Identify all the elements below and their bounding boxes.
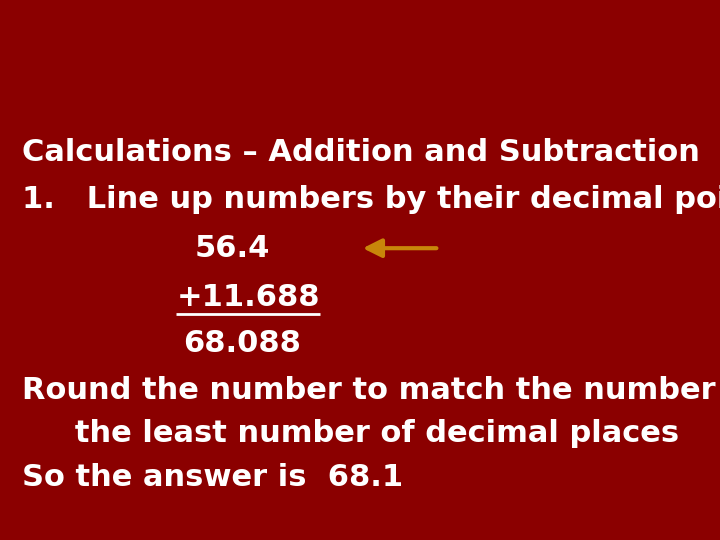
Text: Calculations – Addition and Subtraction: Calculations – Addition and Subtraction <box>22 138 699 167</box>
Text: 68.088: 68.088 <box>184 329 302 359</box>
Text: the least number of decimal places: the least number of decimal places <box>43 418 680 448</box>
Text: 1.   Line up numbers by their decimal point: 1. Line up numbers by their decimal poin… <box>22 185 720 214</box>
Text: 56.4: 56.4 <box>194 234 270 262</box>
Text: +11.688: +11.688 <box>176 283 320 312</box>
Text: Express appropriate numbers of significant figures for calculated data: Express appropriate numbers of significa… <box>3 69 717 86</box>
Text: Measurements and Their Uncertainty 3. 1: Measurements and Their Uncertainty 3. 1 <box>0 16 720 50</box>
Text: Round the number to match the number with: Round the number to match the number wit… <box>22 376 720 405</box>
Text: So the answer is  68.1: So the answer is 68.1 <box>22 463 402 492</box>
